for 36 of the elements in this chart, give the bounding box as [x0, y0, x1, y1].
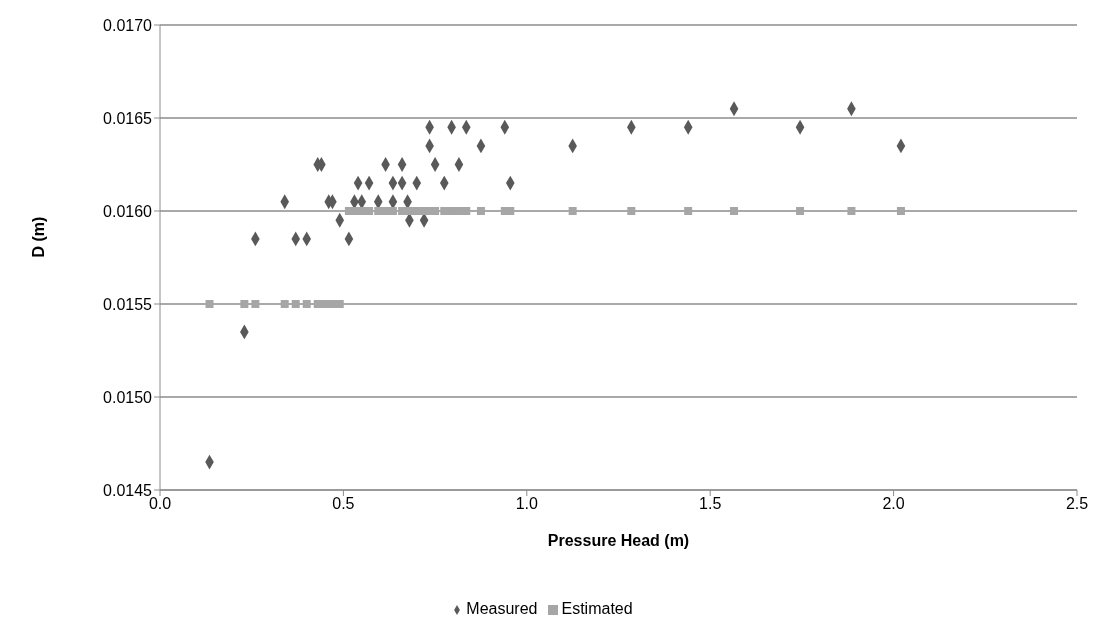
y-tick-label: 0.0165: [103, 109, 153, 127]
y-tick-label: 0.0150: [103, 388, 153, 406]
legend-label: Measured: [466, 600, 538, 617]
point: [405, 207, 414, 215]
point: [462, 207, 471, 215]
y-tick-label: 0.0155: [103, 295, 153, 313]
point: [205, 300, 214, 308]
point: [365, 207, 374, 215]
point: [388, 207, 397, 215]
x-tick-label: 0.0: [148, 495, 172, 513]
point: [440, 207, 449, 215]
y-tick-label: 0.0170: [103, 16, 153, 34]
x-tick-label: 2.5: [1065, 495, 1089, 513]
y-axis-title: D (m): [29, 216, 47, 258]
x-axis-title: Pressure Head (m): [547, 532, 690, 550]
point: [796, 207, 805, 215]
legend-label: Estimated: [561, 600, 633, 617]
point: [335, 300, 344, 308]
point: [302, 300, 311, 308]
point: [280, 300, 289, 308]
point: [847, 207, 856, 215]
point: [684, 207, 693, 215]
point: [476, 207, 485, 215]
y-tick-label: 0.0160: [103, 202, 153, 220]
x-tick-label: 1.0: [515, 495, 539, 513]
point: [374, 207, 383, 215]
point: [730, 207, 739, 215]
x-tick-label: 0.5: [332, 495, 355, 513]
point: [240, 300, 249, 308]
x-tick-label: 2.0: [882, 495, 905, 513]
point: [896, 207, 905, 215]
point: [568, 207, 577, 215]
x-tick-label: 1.5: [699, 495, 722, 513]
point: [627, 207, 636, 215]
point: [251, 300, 260, 308]
point: [291, 300, 300, 308]
